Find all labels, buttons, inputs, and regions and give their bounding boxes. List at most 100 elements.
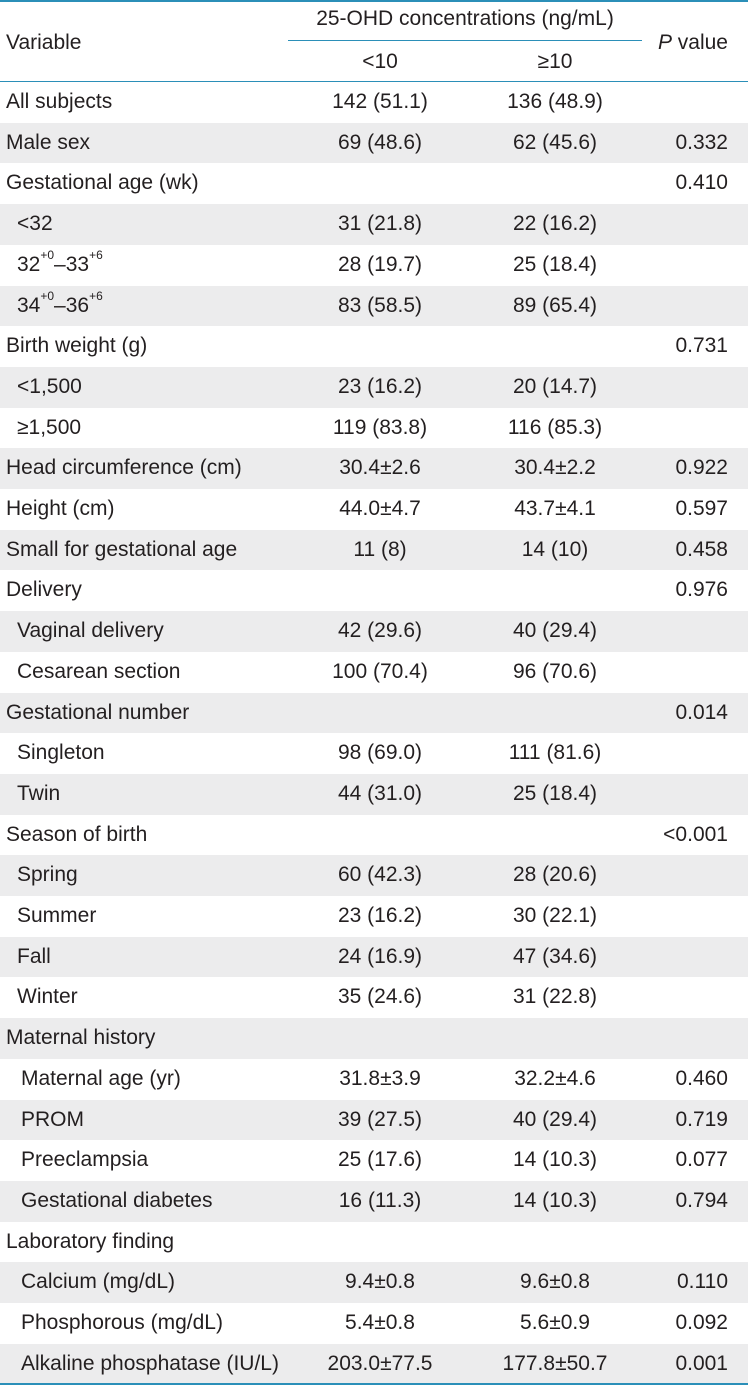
row-label: Summer (17, 904, 97, 927)
table-row: Maternal age (yr) 31.8±3.9 32.2±4.6 0.460 (0, 1059, 748, 1100)
row-label: Winter (17, 985, 78, 1009)
p-value: 0.976 (675, 578, 728, 602)
value-ge10 (465, 570, 645, 611)
header-col-ge10: ≥10 (537, 50, 573, 73)
row-label: PROM (21, 1107, 84, 1131)
value-lt10: 69 (48.6) (337, 130, 423, 154)
value-ge10: 136 (48.9) (507, 90, 603, 113)
row-label: <32 (17, 212, 53, 236)
row-label: All subjects (6, 90, 113, 113)
row-label: Male sex (6, 130, 91, 154)
row-label: Gestational diabetes (21, 1188, 213, 1212)
p-value: 0.460 (675, 1066, 728, 1090)
value-ge10: 25 (18.4) (512, 781, 598, 805)
row-label: Laboratory finding (6, 1229, 175, 1253)
value-lt10: 60 (42.3) (337, 863, 423, 887)
value-lt10: 9.4±0.8 (345, 1270, 415, 1294)
value-lt10: 100 (70.4) (332, 659, 428, 683)
table-row: Cesarean section 100 (70.4) 96 (70.6) (0, 652, 748, 693)
table-row: <1,500 23 (16.2) 20 (14.7) (0, 366, 748, 408)
row-label: 32+0–33+6 (17, 247, 103, 276)
row-label: Cesarean section (17, 659, 181, 683)
table-row: Height (cm) 44.0±4.7 43.7±4.1 0.597 (0, 489, 748, 530)
row-label: Delivery (6, 578, 82, 602)
p-value: 0.731 (675, 334, 728, 358)
table-row: Phosphorous (mg/dL) 5.4±0.8 5.6±0.9 0.092 (0, 1303, 748, 1344)
table-row: Head circumference (cm) 30.4±2.6 30.4±2.2 0… (0, 448, 748, 489)
table-row: Summer 23 (16.2) 30 (22.1) (0, 896, 748, 937)
row-label: Height (cm) (6, 497, 115, 520)
value-ge10: 40 (29.4) (512, 1107, 598, 1131)
p-value: 0.458 (675, 537, 728, 561)
row-label: Fall (17, 944, 51, 968)
table-row: <32 31 (21.8) 22 (16.2) (0, 204, 748, 245)
p-value: 0.001 (675, 1351, 728, 1375)
value-lt10: 35 (24.6) (337, 985, 423, 1009)
value-ge10: 116 (85.3) (507, 415, 603, 439)
table-row: 34+0–36+6 83 (58.5) 89 (65.4) (0, 285, 748, 327)
table-row: PROM 39 (27.5) 40 (29.4) 0.719 (0, 1099, 748, 1141)
p-value: <0.001 (663, 822, 728, 846)
header-p-rest: value (671, 31, 728, 54)
row-label: Preeclampsia (21, 1148, 149, 1172)
p-value: 0.719 (675, 1107, 728, 1131)
value-ge10: 47 (34.6) (512, 944, 598, 968)
row-label: Calcium (mg/dL) (21, 1270, 176, 1294)
value-ge10: 14 (10.3) (512, 1148, 598, 1172)
value-lt10 (290, 570, 470, 611)
table-row: Gestational diabetes 16 (11.3) 14 (10.3) 0.… (0, 1180, 748, 1222)
header-p-italic: P (657, 31, 672, 54)
value-ge10: 28 (20.6) (512, 863, 598, 887)
header-group: 25-OHD concentrations (ng/mL) (316, 7, 614, 30)
header-p-value: P value (658, 29, 728, 57)
row-label: ≥1,500 (17, 415, 82, 439)
value-ge10 (465, 326, 645, 367)
value-ge10: 30.4±2.2 (514, 456, 596, 480)
p-value: 0.794 (675, 1188, 728, 1212)
row-label: Season of birth (6, 822, 148, 846)
row-label: Gestational age (wk) (6, 171, 199, 195)
row-label: Gestational number (6, 700, 190, 724)
value-lt10: 30.4±2.6 (339, 456, 421, 480)
table-row: Spring 60 (42.3) 28 (20.6) (0, 855, 748, 896)
row-label: Head circumference (cm) (6, 456, 242, 480)
value-ge10 (465, 1222, 645, 1263)
value-ge10: 20 (14.7) (512, 374, 598, 398)
value-lt10 (290, 815, 470, 856)
table-row: Gestational age (wk) 0.410 (0, 163, 748, 204)
p-value: 0.110 (677, 1270, 728, 1294)
value-ge10 (465, 163, 645, 204)
value-ge10: 62 (45.6) (512, 130, 598, 154)
row-label: Maternal age (yr) (21, 1066, 181, 1090)
value-lt10: 83 (58.5) (337, 293, 423, 317)
header-rule (0, 81, 748, 82)
row-label: Birth weight (g) (6, 334, 148, 358)
value-lt10: 31.8±3.9 (339, 1066, 421, 1090)
row-label: Phosphorous (mg/dL) (21, 1311, 223, 1334)
p-value: 0.092 (675, 1311, 728, 1334)
header-col-lt10: <10 (362, 50, 398, 73)
value-ge10 (465, 693, 645, 734)
row-label: Small for gestational age (6, 537, 238, 561)
value-lt10: 24 (16.9) (337, 944, 423, 968)
value-ge10: 30 (22.1) (512, 904, 598, 927)
value-lt10: 5.4±0.8 (345, 1311, 415, 1334)
value-lt10: 98 (69.0) (337, 741, 423, 765)
table-row: Winter 35 (24.6) 31 (22.8) (0, 977, 748, 1018)
header-variable: Variable (6, 31, 82, 54)
value-lt10: 142 (51.1) (332, 90, 428, 113)
p-value: 0.077 (675, 1148, 728, 1172)
row-label: <1,500 (17, 374, 82, 398)
row-label: Singleton (17, 741, 105, 765)
row-label: Spring (17, 863, 78, 887)
p-value: 0.410 (675, 171, 728, 195)
table-row: Fall 24 (16.9) 47 (34.6) (0, 936, 748, 978)
table-row: Birth weight (g) 0.731 (0, 326, 748, 367)
value-lt10: 44.0±4.7 (339, 497, 421, 520)
value-lt10: 39 (27.5) (337, 1107, 423, 1131)
value-lt10: 11 (8) (353, 537, 407, 561)
value-ge10: 40 (29.4) (512, 619, 598, 643)
value-lt10: 119 (83.8) (332, 415, 428, 439)
value-ge10: 9.6±0.8 (520, 1270, 590, 1294)
p-value: 0.014 (675, 700, 728, 724)
